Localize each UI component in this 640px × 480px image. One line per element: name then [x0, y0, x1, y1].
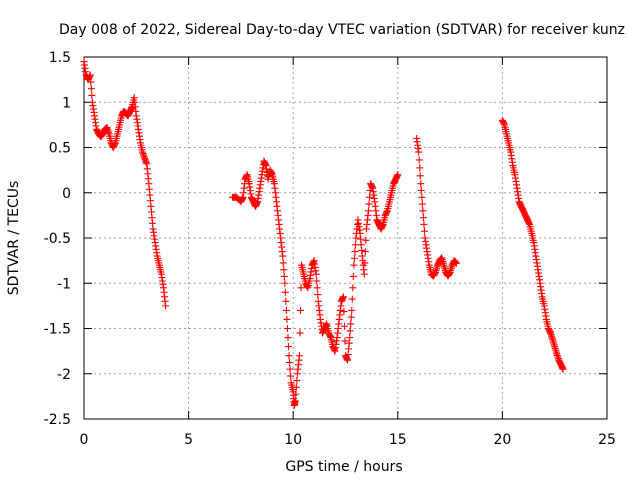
x-tick-label: 25 — [598, 432, 616, 448]
data-point-interp — [365, 200, 373, 208]
data-point-interp — [283, 325, 291, 332]
data-point-interp — [415, 156, 423, 164]
data-point — [360, 270, 368, 278]
y-tick-label: -2.5 — [44, 412, 71, 428]
data-point — [365, 207, 373, 215]
data-point-interp — [349, 284, 357, 292]
grid-lines — [84, 57, 607, 419]
data-point — [281, 279, 289, 287]
data-point-interp — [279, 259, 287, 267]
data-point — [452, 259, 460, 267]
data-point-interp — [313, 277, 321, 285]
data-point-interp — [292, 383, 300, 391]
data-point-interp — [419, 214, 427, 222]
data-point-interp — [349, 272, 357, 280]
y-tick-label: 0 — [62, 186, 71, 202]
data-point — [415, 148, 423, 156]
data-point — [291, 397, 299, 405]
axis-ticks: 0 5 10 15 20 25 1.5 1 0.5 0 -0.5 -1 -1.5 -2 -2.5 — [44, 50, 616, 448]
data-point-interp — [340, 308, 348, 316]
data-point-interp — [348, 295, 356, 303]
chart-title: Day 008 of 2022, Sidereal Day-to-day VTE… — [59, 22, 625, 38]
y-axis-label: SDTVAR / TECUs — [6, 181, 22, 296]
data-point — [86, 71, 94, 79]
data-point-interp — [88, 91, 96, 99]
data-point — [348, 306, 356, 314]
data-point — [394, 171, 402, 179]
data-point — [295, 352, 303, 360]
data-point — [312, 270, 320, 278]
data-point-interp — [281, 288, 289, 296]
data-point-interp — [282, 306, 290, 314]
data-point — [559, 365, 567, 373]
data-point-interp — [347, 320, 355, 328]
data-points — [80, 58, 567, 409]
x-tick-label: 10 — [284, 432, 302, 448]
data-point-interp — [297, 306, 305, 314]
data-point-interp — [286, 358, 294, 366]
data-point-interp — [284, 334, 292, 342]
y-tick-label: -1 — [57, 276, 71, 292]
data-point-interp — [361, 248, 369, 256]
data-point — [279, 252, 287, 260]
data-point-interp — [280, 266, 288, 274]
data-point-interp — [418, 200, 426, 208]
x-tick-label: 15 — [389, 432, 407, 448]
data-point-interp — [361, 259, 369, 267]
data-point-interp — [282, 297, 290, 305]
data-point-interp — [286, 365, 294, 373]
data-point-interp — [293, 377, 301, 385]
data-point — [350, 261, 358, 269]
data-point-interp — [87, 78, 95, 86]
y-tick-label: -1.5 — [44, 322, 71, 338]
y-tick-label: 0.5 — [49, 141, 71, 157]
data-point-interp — [416, 172, 424, 180]
x-tick-label: 5 — [184, 432, 193, 448]
y-tick-label: -0.5 — [44, 231, 71, 247]
data-point-interp — [366, 193, 374, 201]
data-point — [346, 334, 354, 342]
data-point-interp — [313, 284, 321, 292]
data-point-interp — [280, 272, 288, 280]
data-point-interp — [287, 372, 295, 380]
data-point-interp — [340, 322, 348, 330]
data-point-interp — [420, 220, 428, 228]
data-point-interp — [351, 248, 359, 256]
data-point-interp — [292, 390, 300, 398]
data-point — [283, 315, 291, 323]
data-point — [419, 207, 427, 215]
data-point-interp — [418, 193, 426, 201]
data-point — [417, 180, 425, 188]
data-point-interp — [346, 327, 354, 335]
data-point — [339, 293, 347, 301]
x-tick-label: 20 — [493, 432, 511, 448]
data-point-interp — [314, 291, 322, 299]
x-tick-label: 0 — [80, 432, 89, 448]
data-point-interp — [296, 329, 304, 337]
data-point-interp — [297, 284, 305, 292]
data-point-interp — [347, 313, 355, 321]
data-point-interp — [284, 343, 292, 351]
data-point-interp — [87, 85, 95, 93]
data-point-interp — [350, 254, 358, 262]
data-point-interp — [420, 227, 428, 235]
data-point-interp — [362, 236, 370, 244]
y-tick-label: 1.5 — [49, 50, 71, 66]
data-point-interp — [416, 164, 424, 172]
data-point — [285, 352, 293, 360]
data-point-interp — [417, 186, 425, 194]
data-point-interp — [341, 337, 349, 345]
y-tick-label: 1 — [62, 95, 71, 111]
y-tick-label: -2 — [57, 367, 71, 383]
data-point — [162, 302, 170, 310]
x-axis-label: GPS time / hours — [285, 459, 402, 475]
